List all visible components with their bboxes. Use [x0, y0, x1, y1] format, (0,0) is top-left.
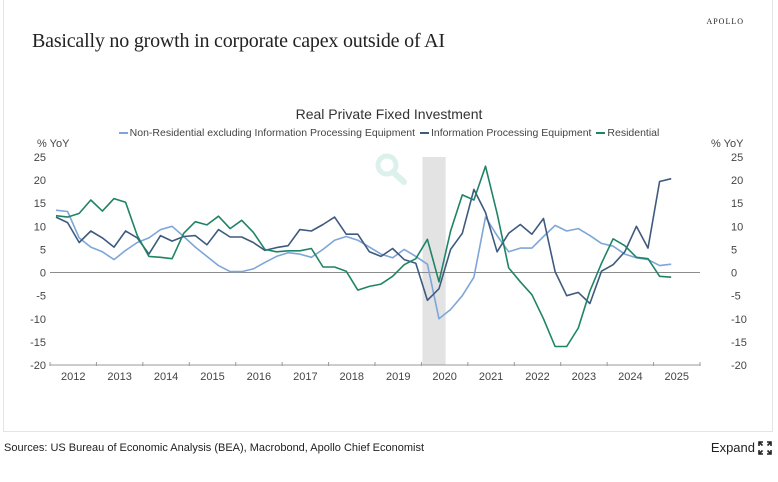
legend-label: Information Processing Equipment — [430, 127, 592, 139]
x-tick-label: 2018 — [340, 371, 364, 383]
x-tick-label: 2022 — [525, 371, 549, 383]
y-tick-label-right: 5 — [731, 244, 737, 256]
y-tick-label-right: -15 — [731, 337, 747, 349]
x-tick-label: 2014 — [154, 371, 178, 383]
legend-label: Residential — [607, 127, 660, 139]
legend-label: Non-Residential excluding Information Pr… — [129, 127, 416, 139]
expand-label: Expand — [710, 440, 755, 455]
y-tick-label-left: 5 — [40, 244, 46, 256]
x-tick-label: 2016 — [247, 371, 271, 383]
y-tick-label-left: 10 — [34, 221, 46, 233]
y-tick-label-right: -20 — [731, 360, 747, 372]
y-tick-label-right: 15 — [731, 198, 743, 210]
legend-swatch-info-processing — [419, 132, 429, 134]
y-tick-label-right: 10 — [731, 221, 743, 233]
y-tick-label-left: -5 — [36, 291, 46, 303]
y-tick-label-left: 25 — [34, 152, 46, 164]
legend-item-non-residential: Non-Residential excluding Information Pr… — [118, 127, 416, 139]
x-tick-label: 2013 — [107, 371, 131, 383]
x-tick-label: 2025 — [665, 371, 689, 383]
y-tick-label-left: 15 — [34, 198, 46, 210]
legend-swatch-residential — [596, 132, 606, 134]
line-chart: 2012 2013 2014 2015 2016 2017 2018 2019 2020 2021… — [30, 138, 747, 383]
x-tick-label: 2012 — [61, 371, 85, 383]
y-tick-label-right: 25 — [731, 152, 743, 164]
chart-title: Real Private Fixed Investment — [295, 106, 483, 122]
x-tick-label: 2019 — [386, 371, 410, 383]
chart-card: APOLLO Basically no growth in corporate … — [3, 0, 773, 432]
y-tick-label-left: 20 — [34, 175, 46, 187]
x-tick-label: 2015 — [200, 371, 224, 383]
y-tick-label-left: -20 — [30, 360, 46, 372]
x-tick-label: 2020 — [432, 371, 456, 383]
x-tick-label: 2017 — [293, 371, 317, 383]
expand-button[interactable]: Expand — [711, 440, 772, 455]
x-tick-label: 2024 — [618, 371, 642, 383]
x-tick-label: 2023 — [572, 371, 596, 383]
y-tick-label-left: -15 — [30, 337, 46, 349]
y-tick-label-left: 0 — [40, 268, 46, 280]
x-tick-label: 2021 — [479, 371, 503, 383]
y-tick-label-right: 20 — [731, 175, 743, 187]
page-title: Basically no growth in corporate capex o… — [32, 30, 445, 52]
legend-item-info-processing: Information Processing Equipment — [419, 127, 592, 139]
y-tick-label-right: -10 — [731, 314, 747, 326]
y-tick-label-right: -5 — [731, 291, 741, 303]
y-tick-label-left: -10 — [30, 314, 46, 326]
y-tick-label-right: 0 — [731, 268, 737, 280]
chart-legend: Non-Residential excluding Information Pr… — [0, 125, 778, 139]
series-line-non-residential-excluding-information-processing-equipment — [55, 209, 672, 320]
y-axis-label-right: % YoY — [711, 138, 744, 150]
legend-swatch-non-residential — [118, 132, 128, 134]
series-line-information-processing-equipment — [55, 177, 672, 305]
brand-logo: APOLLO — [706, 17, 744, 26]
sources-note: Sources: US Bureau of Economic Analysis … — [4, 442, 425, 454]
zoom-watermark-icon — [375, 153, 407, 185]
series-line-residential — [55, 165, 672, 348]
legend-item-residential: Residential — [596, 127, 659, 139]
y-axis-label-left: % YoY — [37, 138, 70, 150]
expand-icon — [758, 440, 772, 455]
